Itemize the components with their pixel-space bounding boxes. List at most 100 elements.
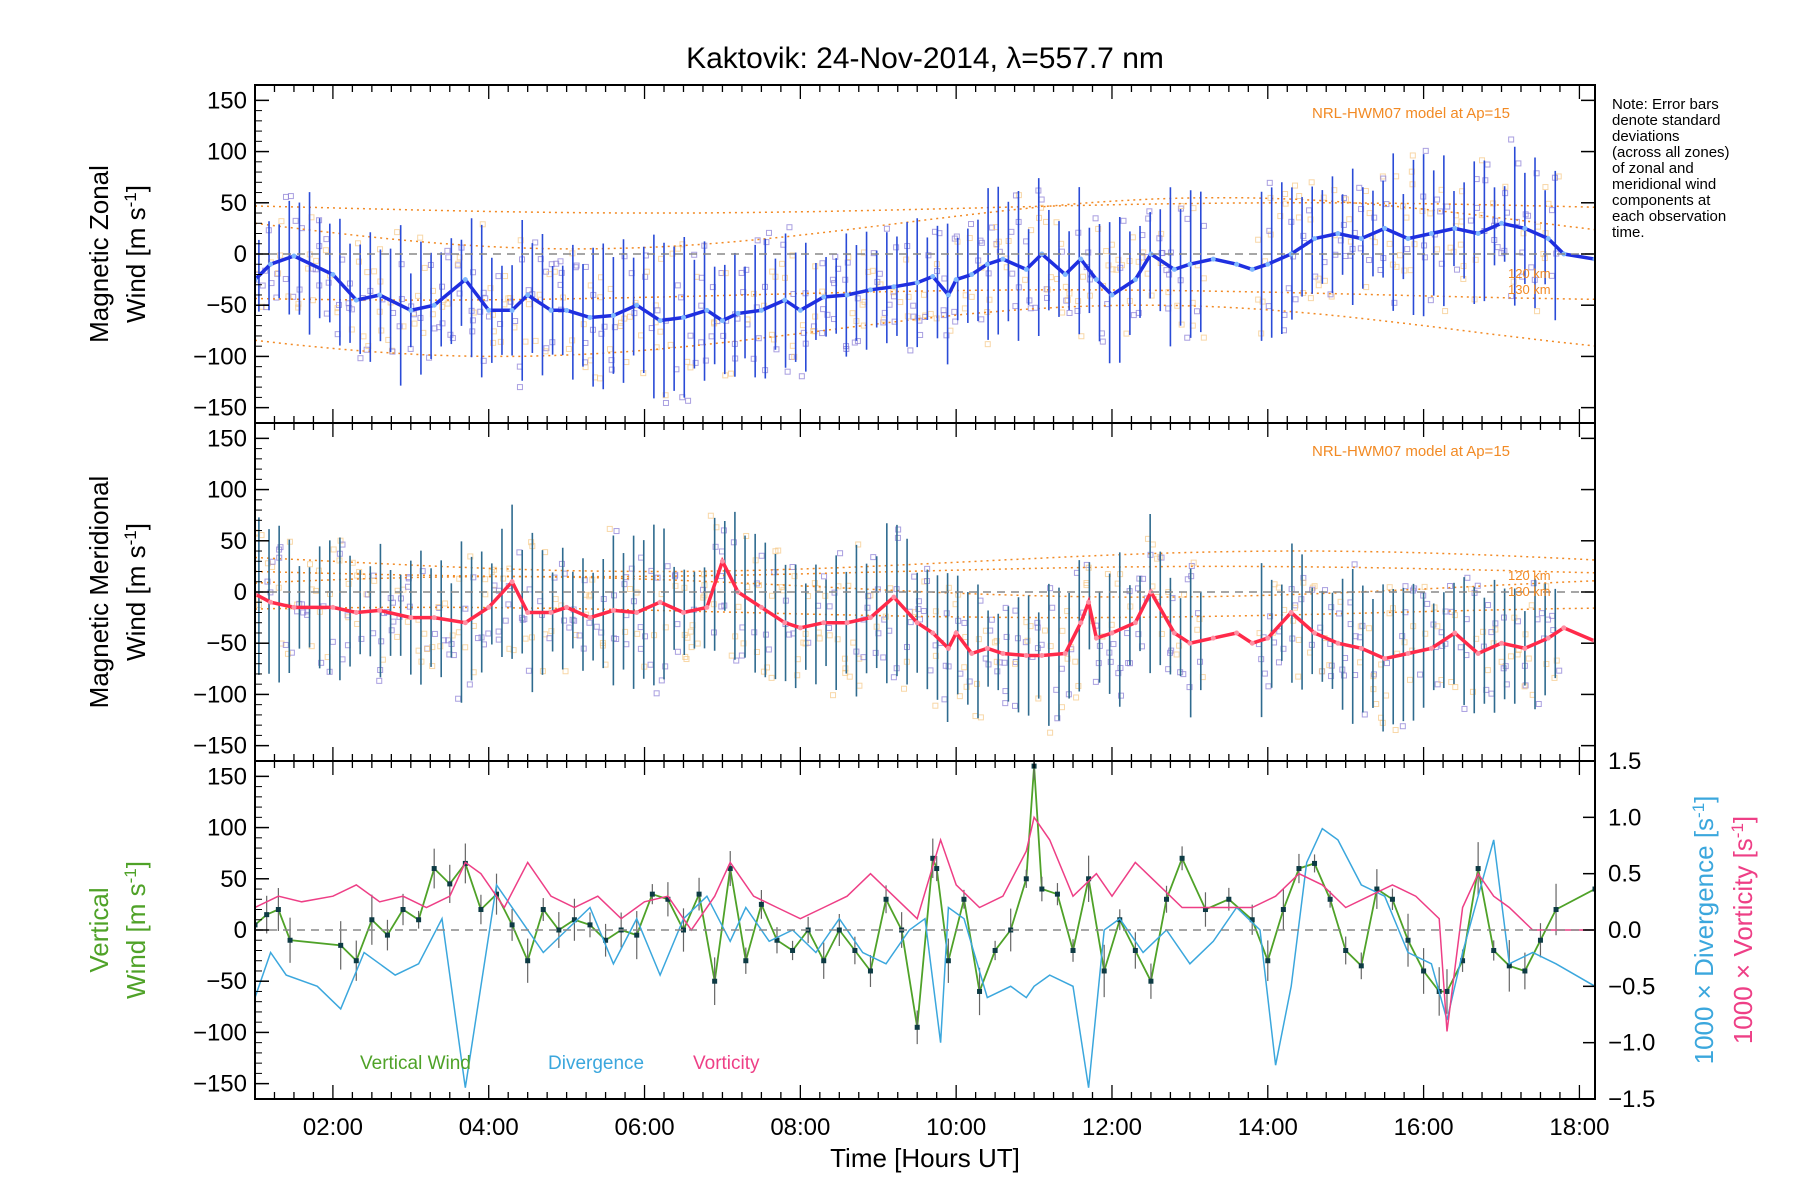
meridional-scatter-point (988, 616, 995, 623)
zonal-series-point (268, 261, 274, 267)
zonal-scatter-point (1555, 173, 1562, 180)
meridional-series-point (1187, 640, 1193, 646)
meridional-scatter-point (552, 596, 559, 603)
meridional-scatter-point (920, 608, 927, 615)
meridional-scatter-point (907, 619, 914, 626)
vertical-wind-point (287, 937, 293, 943)
vertical-wind-point (680, 927, 686, 933)
zonal-scatter-point (396, 323, 403, 330)
zonal-scatter-point (410, 311, 417, 318)
meridional-scatter-point (771, 569, 778, 576)
zonal-scatter-point (1409, 152, 1416, 159)
meridional-ylabel-line2: Wind [m s-1] (121, 523, 151, 661)
vertical-wind-point (1522, 968, 1528, 974)
meridional-series-point (1358, 645, 1364, 651)
vertical-wind-point (867, 968, 873, 974)
meridional-scatter-point (1002, 604, 1009, 611)
vertical-wind-point (914, 1024, 920, 1030)
zonal-series-point (680, 315, 686, 321)
vertical-wind-point (255, 922, 258, 928)
note-line: meridional wind (1612, 176, 1717, 193)
zonal-series-point (1545, 236, 1551, 242)
x-tick-label: 04:00 (459, 1114, 519, 1141)
zonal-scatter-point (1383, 201, 1390, 208)
zonal-scatter-point (886, 301, 893, 308)
y-tick-label: 50 (220, 190, 247, 217)
meridional-scatter-point (1556, 667, 1563, 674)
vertical-wind-point (1296, 866, 1302, 872)
zonal-series-point (634, 302, 640, 308)
vertical-wind-point (509, 922, 515, 928)
meridional-model-curve (255, 550, 1595, 573)
meridional-scatter-point (932, 652, 939, 659)
zonal-scatter-point (662, 392, 669, 399)
zonal-series-point (891, 284, 897, 290)
zonal-scatter-point (1453, 266, 1460, 273)
meridional-scatter-point (977, 714, 984, 721)
zonal-scatter-point (1332, 251, 1339, 258)
meridional-series-point (587, 615, 593, 621)
zonal-scatter-point (345, 300, 352, 307)
zonal-scatter-point (1078, 333, 1085, 340)
meridional-scatter-point (1275, 659, 1282, 666)
y-tick-label: −100 (193, 681, 247, 708)
zonal-scatter-point (1444, 203, 1451, 210)
zonal-scatter-point (1458, 218, 1465, 225)
zonal-ylabel-line1: Magnetic Zonal (84, 165, 114, 343)
zonal-scatter-point (1184, 334, 1191, 341)
zonal-scatter-point (1434, 246, 1441, 253)
meridional-scatter-point (1507, 653, 1514, 660)
zonal-scatter-point (687, 332, 694, 339)
zonal-scatter-point (698, 274, 705, 281)
meridional-scatter-point (672, 571, 679, 578)
zonal-scatter-point (417, 234, 424, 241)
vertical-wind-point (1537, 937, 1543, 943)
zonal-series-point (1405, 236, 1411, 242)
zonal-scatter-point (1085, 249, 1092, 256)
vertical-ylabel-line1: Vertical (84, 887, 114, 972)
meridional-scatter-point (1195, 610, 1202, 617)
note-line: denote standard (1612, 112, 1721, 129)
zonal-series-point (330, 271, 336, 277)
zonal-scatter-point (1377, 266, 1384, 273)
meridional-scatter-point (735, 603, 742, 610)
zonal-scatter-point (626, 313, 633, 320)
zonal-scatter-point (1442, 308, 1449, 315)
meridional-scatter-point (662, 663, 669, 670)
meridional-scatter-point (890, 674, 897, 681)
meridional-scatter-point (429, 644, 436, 651)
meridional-scatter-point (1075, 682, 1082, 689)
zonal-scatter-point (1292, 296, 1299, 303)
zonal-series-point (587, 315, 593, 321)
meridional-scatter-point (1012, 702, 1019, 709)
zonal-scatter-point (606, 346, 613, 353)
meridional-scatter-point (932, 702, 939, 709)
zonal-scatter-point (824, 311, 831, 318)
meridional-scatter-point (733, 657, 740, 664)
vertical-wind-point (1164, 896, 1170, 902)
meridional-scatter-point (688, 644, 695, 651)
zonal-scatter-point (968, 221, 975, 228)
y-tick-label: 50 (220, 866, 247, 893)
meridional-scatter-point (880, 654, 887, 661)
zonal-series-point (486, 307, 492, 313)
y2-tick-label: −1.0 (1608, 1030, 1655, 1057)
zonal-scatter-point (1120, 217, 1127, 224)
zonal-scatter-point (678, 294, 685, 301)
vertical-wind-point (836, 927, 842, 933)
vertical-wind-point (1179, 855, 1185, 861)
zonal-series-point (1187, 261, 1193, 267)
meridional-series-point (1428, 645, 1434, 651)
zonal-scatter-point (548, 261, 555, 268)
zonal-series-point (610, 312, 616, 318)
model-label-meridional: NRL-HWM07 model at Ap=15 (1312, 443, 1510, 460)
meridional-scatter-point (562, 668, 569, 675)
meridional-series-point (867, 615, 873, 621)
zonal-scatter-point (1092, 215, 1099, 222)
meridional-scatter-point (1158, 630, 1165, 637)
zonal-series-point (1358, 236, 1364, 242)
meridional-scatter-point (887, 585, 894, 592)
zonal-scatter-point (1099, 338, 1106, 345)
meridional-scatter-point (455, 695, 462, 702)
meridional-series-point (953, 630, 959, 636)
